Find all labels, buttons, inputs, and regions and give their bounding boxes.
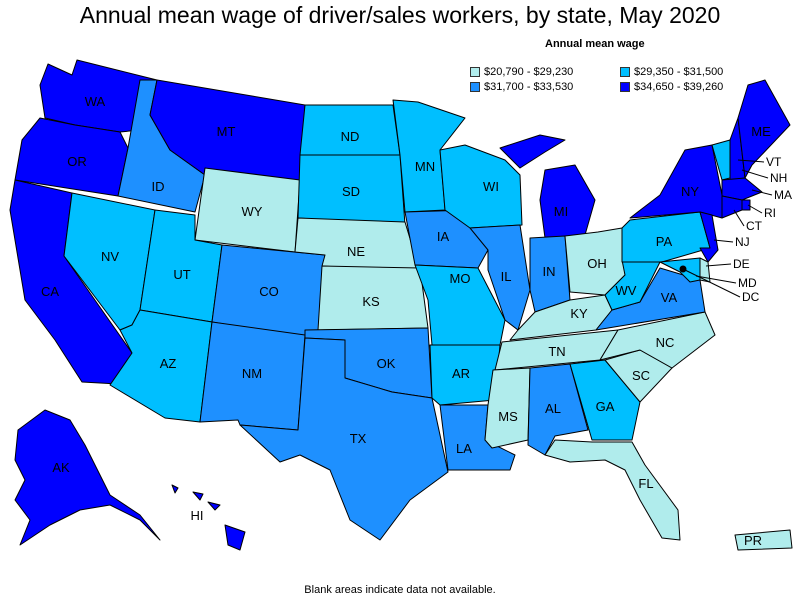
label-oh: OH — [587, 256, 607, 271]
label-tx: TX — [350, 431, 367, 446]
legend-label-4: $34,650 - $39,260 — [634, 81, 724, 93]
label-de: DE — [733, 257, 750, 271]
label-sd: SD — [342, 184, 360, 199]
state-wi[interactable] — [439, 144, 523, 229]
legend-title: Annual mean wage — [545, 38, 645, 50]
state-pr[interactable] — [734, 529, 793, 551]
label-nd: ND — [341, 129, 360, 144]
label-ga: GA — [596, 399, 615, 414]
label-sc: SC — [632, 368, 650, 383]
label-wv: WV — [616, 283, 637, 298]
label-il: IL — [501, 269, 512, 284]
label-ne: NE — [347, 244, 365, 259]
label-az: AZ — [160, 356, 177, 371]
label-mo: MO — [450, 271, 471, 286]
label-or: OR — [67, 154, 87, 169]
label-mi: MI — [554, 204, 568, 219]
label-ct: CT — [746, 219, 763, 233]
label-wa: WA — [85, 94, 106, 109]
state-fl[interactable] — [544, 439, 681, 541]
legend-item-3: $31,700 - $33,530 — [470, 81, 573, 93]
state-ny[interactable] — [629, 144, 723, 219]
label-ky: KY — [570, 306, 588, 321]
legend-item-2: $29,350 - $31,500 — [620, 66, 723, 78]
label-ar: AR — [452, 366, 470, 381]
label-dc: DC — [742, 290, 760, 304]
label-ny: NY — [681, 184, 699, 199]
label-ma: MA — [774, 188, 792, 202]
state-ma[interactable] — [721, 177, 763, 201]
label-in: IN — [543, 264, 556, 279]
label-nh: NH — [770, 171, 787, 185]
leader-lines — [682, 159, 773, 298]
map-title: Annual mean wage of driver/sales workers… — [79, 2, 721, 28]
label-tn: TN — [548, 344, 565, 359]
label-va: VA — [661, 290, 678, 305]
state-ga[interactable] — [569, 359, 641, 441]
state-il[interactable] — [469, 224, 531, 331]
state-ms[interactable] — [484, 367, 531, 449]
legend-swatch-2 — [620, 67, 630, 77]
legend-item-1: $20,790 - $29,230 — [470, 66, 573, 78]
legend-item-4: $34,650 - $39,260 — [620, 81, 723, 93]
label-me: ME — [751, 124, 771, 139]
legend-label-3: $31,700 - $33,530 — [484, 81, 574, 93]
state-nc[interactable] — [599, 311, 716, 369]
label-wy: WY — [242, 204, 263, 219]
state-ak[interactable] — [14, 409, 161, 546]
label-co: CO — [259, 284, 279, 299]
label-nv: NV — [101, 249, 119, 264]
state-wa[interactable] — [39, 59, 158, 133]
label-hi: HI — [191, 508, 204, 523]
label-id: ID — [152, 179, 165, 194]
legend-swatch-4 — [620, 82, 630, 92]
label-ms: MS — [498, 409, 518, 424]
label-al: AL — [545, 401, 561, 416]
label-md: MD — [738, 276, 757, 290]
state-ct[interactable] — [721, 195, 743, 219]
state-tx[interactable] — [239, 337, 449, 541]
label-ks: KS — [362, 294, 380, 309]
legend-label-2: $29,350 - $31,500 — [634, 66, 724, 78]
label-ca: CA — [41, 284, 59, 299]
label-pa: PA — [656, 234, 673, 249]
legend-swatch-3 — [470, 82, 480, 92]
state-ar[interactable] — [429, 344, 501, 406]
label-pr: PR — [744, 533, 762, 548]
label-vt: VT — [766, 155, 782, 169]
label-ak: AK — [52, 460, 70, 475]
label-ri: RI — [764, 206, 776, 220]
legend-label-1: $20,790 - $29,230 — [484, 66, 574, 78]
label-ut: UT — [173, 267, 190, 282]
footnote: Blank areas indicate data not available. — [304, 584, 496, 596]
label-mn: MN — [415, 159, 435, 174]
label-ia: IA — [437, 229, 450, 244]
label-nc: NC — [656, 335, 675, 350]
label-mt: MT — [217, 124, 236, 139]
label-la: LA — [456, 441, 472, 456]
label-nm: NM — [242, 366, 262, 381]
label-fl: FL — [638, 476, 653, 491]
state-hi[interactable] — [171, 484, 246, 551]
label-nj: NJ — [735, 235, 750, 249]
label-ok: OK — [377, 356, 396, 371]
label-wi: WI — [483, 179, 499, 194]
legend-swatch-1 — [470, 67, 480, 77]
